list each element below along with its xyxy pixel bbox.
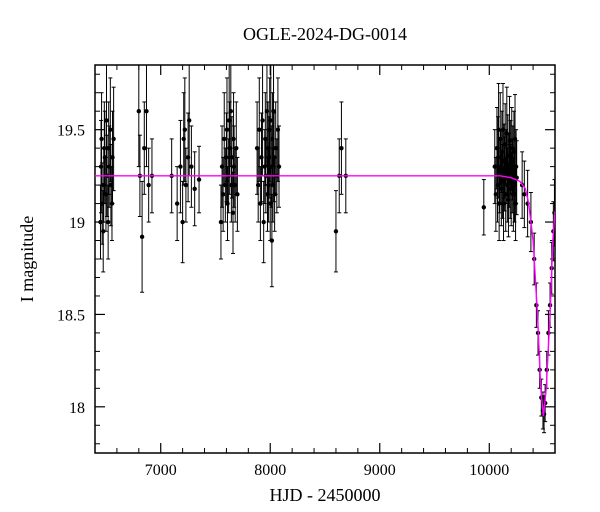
- data-point: [225, 127, 229, 131]
- data-point: [231, 211, 235, 215]
- y-tick-label: 19.5: [57, 123, 85, 140]
- data-point: [235, 192, 239, 196]
- chart-container: 7000 8000 9000 10000 18 18.5 19 19.5 OGLE-2024-D…: [0, 0, 600, 512]
- data-point: [231, 137, 235, 141]
- data-point: [222, 137, 226, 141]
- data-point: [270, 238, 274, 242]
- chart-title: OGLE-2024-DG-0014: [243, 24, 407, 44]
- data-point: [146, 183, 150, 187]
- data-point: [137, 109, 141, 113]
- x-tick-label: 9000: [364, 462, 396, 479]
- data-point: [256, 183, 260, 187]
- data-point: [184, 183, 188, 187]
- data-point: [140, 235, 144, 239]
- data-point: [175, 201, 179, 205]
- y-tick-label: 18: [69, 400, 85, 417]
- x-tick-label: 10000: [469, 462, 509, 479]
- data-point: [108, 127, 112, 131]
- data-point: [178, 164, 182, 168]
- data-point: [334, 229, 338, 233]
- data-point: [102, 146, 106, 150]
- x-tick-label: 8000: [254, 462, 286, 479]
- y-axis-label: I magnitude: [17, 216, 37, 302]
- data-point: [229, 109, 233, 113]
- model-curve: [95, 176, 555, 416]
- data-point: [144, 109, 148, 113]
- data-point: [111, 137, 115, 141]
- data-point: [104, 118, 108, 122]
- data-point: [261, 220, 265, 224]
- data-point: [482, 205, 486, 209]
- data-point: [514, 164, 518, 168]
- data-point: [277, 164, 281, 168]
- data-point: [192, 187, 196, 191]
- data-point: [234, 146, 238, 150]
- plot-frame: [95, 65, 555, 453]
- data-point: [183, 127, 187, 131]
- data-point: [187, 118, 191, 122]
- data-point: [106, 220, 110, 224]
- data-point: [260, 118, 264, 122]
- y-tick-label: 18.5: [57, 307, 85, 324]
- data-point: [99, 137, 103, 141]
- data-point: [339, 146, 343, 150]
- data-point: [221, 192, 225, 196]
- y-tick-label: 19: [69, 215, 85, 232]
- x-axis-label: HJD - 2450000: [270, 485, 381, 505]
- data-point: [197, 177, 201, 181]
- data-point: [224, 155, 228, 159]
- data-point: [189, 164, 193, 168]
- x-tick-label: 7000: [145, 462, 177, 479]
- data-point: [219, 220, 223, 224]
- data-layer: [95, 56, 557, 433]
- data-point: [257, 127, 261, 131]
- data-point: [142, 146, 146, 150]
- lightcurve-chart: 7000 8000 9000 10000 18 18.5 19 19.5 OGLE-2024-D…: [0, 0, 600, 512]
